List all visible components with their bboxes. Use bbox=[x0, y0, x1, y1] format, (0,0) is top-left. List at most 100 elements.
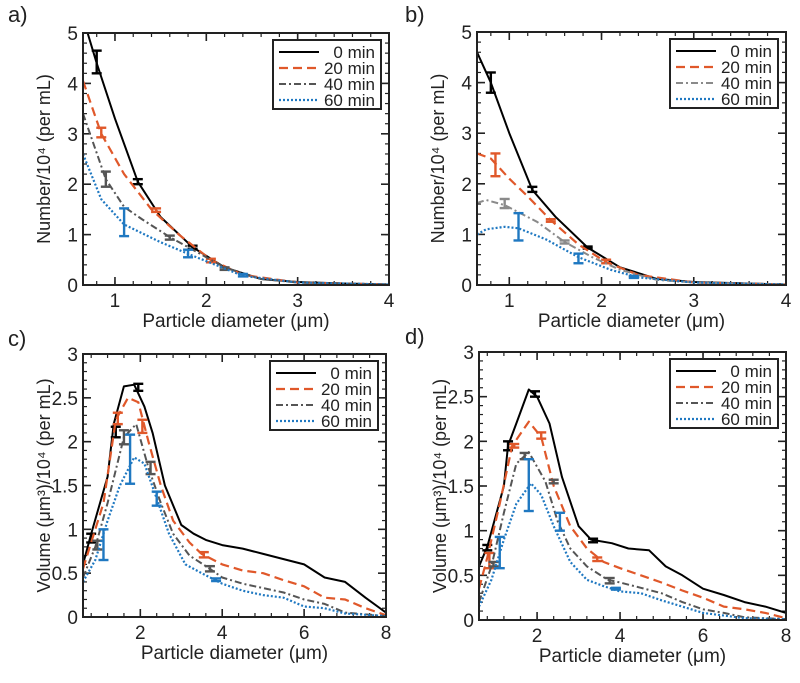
panel-d: d) 2 4 6 8 0 0.5 1 1.5 2 2.5 3 Particle diameter (μm… bbox=[405, 324, 791, 667]
error-bar bbox=[545, 218, 556, 223]
error-bar bbox=[118, 429, 129, 446]
series-line-20-min bbox=[477, 152, 786, 285]
error-bar bbox=[628, 274, 639, 280]
y-tick-label: 4 bbox=[461, 74, 472, 95]
panel-b: b) 1 2 3 4 0 1 2 3 4 5 Particle diameter (μm) Number… bbox=[405, 2, 792, 332]
error-bar bbox=[523, 458, 534, 513]
y-tick-label: 1.5 bbox=[52, 477, 78, 498]
legend-entry: 60 min bbox=[721, 410, 772, 429]
y-axis-label: Number/10⁴ (per mL) bbox=[34, 74, 54, 244]
error-bar bbox=[573, 252, 584, 265]
plot-area bbox=[83, 33, 389, 285]
legend-entry: 0 min bbox=[730, 42, 772, 61]
y-tick-label: 5 bbox=[67, 24, 78, 45]
x-tick-label: 8 bbox=[781, 626, 792, 647]
y-tick-label: 2 bbox=[67, 175, 78, 196]
series-line-60-min bbox=[83, 456, 386, 617]
error-bar bbox=[198, 550, 209, 559]
error-bar bbox=[151, 490, 162, 507]
y-tick-label: 1 bbox=[461, 225, 472, 246]
error-bar bbox=[588, 537, 599, 544]
plot-area bbox=[477, 51, 786, 285]
error-bar bbox=[137, 418, 148, 435]
series-line-20-min bbox=[83, 80, 389, 285]
y-tick-label: 0 bbox=[463, 611, 474, 632]
legend-entry: 40 min bbox=[321, 396, 372, 415]
error-bar bbox=[183, 248, 194, 259]
y-tick-label: 1 bbox=[67, 226, 78, 247]
series-line-40-min bbox=[479, 451, 786, 620]
error-bar bbox=[559, 239, 570, 245]
y-axis-label: Volume (μm³)/10⁴ (per mL) bbox=[430, 379, 450, 593]
legend-entry: 40 min bbox=[721, 74, 772, 93]
error-bar bbox=[237, 272, 248, 278]
legend-entry: 60 min bbox=[721, 90, 772, 109]
error-bar bbox=[604, 576, 615, 585]
legend-entry: 20 min bbox=[721, 378, 772, 397]
error-bar bbox=[494, 535, 505, 570]
y-tick-label: 2 bbox=[67, 433, 78, 454]
legend-entry: 20 min bbox=[321, 380, 372, 399]
plot-area bbox=[479, 388, 786, 620]
error-bar bbox=[499, 197, 510, 210]
legend-entry: 0 min bbox=[333, 43, 375, 62]
y-tick-label: 5 bbox=[461, 23, 472, 44]
x-tick-label: 1 bbox=[504, 291, 515, 312]
x-tick-label: 4 bbox=[615, 626, 626, 647]
x-tick-label: 2 bbox=[532, 626, 543, 647]
y-tick-label: 0 bbox=[67, 276, 78, 297]
error-bar bbox=[125, 433, 136, 485]
error-bar bbox=[133, 382, 144, 393]
error-bar bbox=[112, 411, 123, 426]
error-bar bbox=[485, 71, 496, 94]
x-tick-label: 6 bbox=[698, 626, 709, 647]
error-bar bbox=[211, 577, 222, 583]
y-tick-label: 0.5 bbox=[448, 566, 474, 587]
error-bar bbox=[610, 586, 621, 591]
x-tick-label: 4 bbox=[217, 623, 228, 644]
error-bar bbox=[530, 390, 541, 398]
error-bar bbox=[509, 442, 520, 449]
error-bar bbox=[119, 207, 130, 238]
y-tick-label: 3 bbox=[67, 345, 78, 366]
legend-entry: 60 min bbox=[324, 91, 375, 110]
x-tick-label: 4 bbox=[384, 291, 395, 312]
error-bar bbox=[91, 49, 102, 75]
y-tick-label: 1 bbox=[463, 522, 474, 543]
series-line-60-min bbox=[477, 225, 786, 285]
y-tick-label: 1.5 bbox=[448, 477, 474, 498]
x-tick-label: 3 bbox=[688, 291, 699, 312]
legend-entry: 0 min bbox=[730, 362, 772, 381]
y-tick-label: 2 bbox=[461, 175, 472, 196]
error-bar bbox=[164, 234, 175, 241]
error-bar bbox=[96, 126, 107, 139]
x-tick-label: 2 bbox=[135, 623, 146, 644]
y-tick-label: 3 bbox=[67, 125, 78, 146]
y-tick-label: 2 bbox=[463, 432, 474, 453]
error-bar bbox=[490, 152, 501, 178]
x-tick-label: 6 bbox=[299, 623, 310, 644]
y-tick-label: 0 bbox=[67, 608, 78, 629]
x-axis-label: Particle diameter (μm) bbox=[142, 311, 329, 332]
axes-box bbox=[476, 31, 787, 286]
series-line-40-min bbox=[83, 113, 389, 285]
x-tick-label: 2 bbox=[596, 291, 607, 312]
error-bar bbox=[98, 528, 109, 562]
panel-label: a) bbox=[8, 2, 28, 27]
series-line-40-min bbox=[477, 199, 786, 285]
panel-label: b) bbox=[405, 2, 425, 27]
y-tick-label: 1 bbox=[67, 520, 78, 541]
y-axis-label: Volume (μm³)/10⁴ (per mL) bbox=[34, 378, 54, 592]
panel-label: d) bbox=[405, 324, 425, 349]
x-tick-label: 2 bbox=[201, 291, 212, 312]
x-tick-label: 4 bbox=[781, 291, 792, 312]
legend-entry: 0 min bbox=[330, 364, 372, 383]
x-axis-label: Particle diameter (μm) bbox=[141, 643, 328, 664]
x-tick-label: 8 bbox=[381, 623, 392, 644]
panel-c: c) 2 4 6 8 0 0.5 1 1.5 2 2.5 3 Particle diameter (μm… bbox=[8, 326, 391, 664]
legend-entry: 20 min bbox=[721, 58, 772, 77]
legend-entry: 40 min bbox=[324, 75, 375, 94]
